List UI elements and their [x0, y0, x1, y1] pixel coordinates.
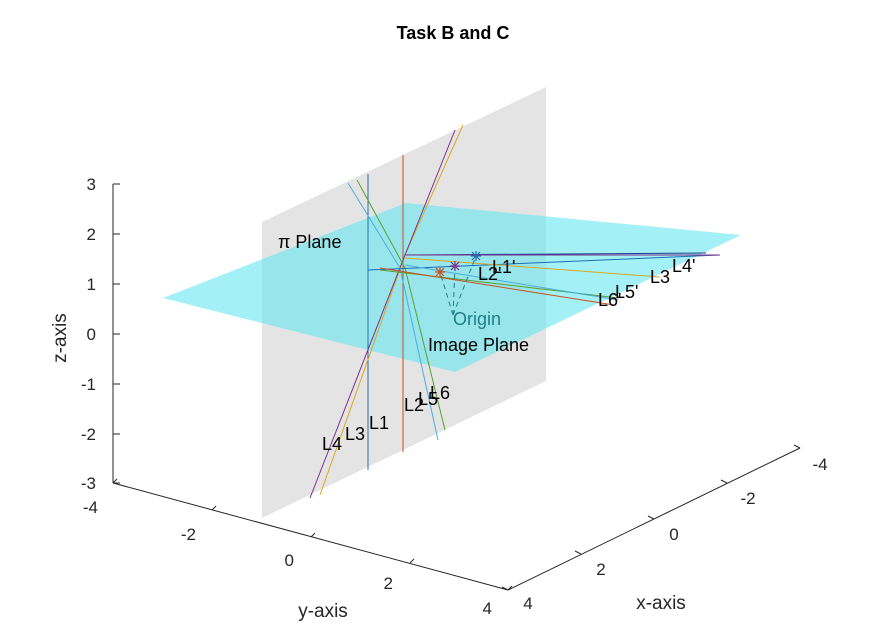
label-L5-prime: L5' [615, 282, 638, 302]
z-tick-labels: 3 2 1 0 -1 -2 -3 [81, 175, 96, 493]
marker-star [471, 251, 481, 261]
lines [309, 124, 721, 499]
x-tick-marks [501, 444, 801, 591]
dashed-ray-3 [452, 255, 477, 316]
x-tick-label: 0 [669, 525, 678, 544]
projected-labels: L1' L2' L3 L4' L5' L6' [478, 256, 695, 310]
x-axis-label: x-axis [636, 593, 686, 614]
chart-title: Task B and C [397, 23, 510, 43]
markers [435, 251, 481, 277]
label-L4: L4 [322, 434, 342, 454]
ray-L6 [379, 267, 615, 306]
y-tick-labels: -4 -2 0 2 4 [83, 498, 492, 618]
label-L2: L2 [404, 395, 424, 415]
y-axis-label: y-axis [298, 601, 348, 622]
y-tick-label: 0 [285, 551, 294, 570]
ray-L3 [404, 257, 661, 278]
z-axis-label: z-axis [50, 313, 71, 363]
marker-star [435, 267, 445, 277]
label-L6: L6 [430, 383, 450, 403]
label-L3: L3 [345, 424, 365, 444]
ray-L1 [367, 254, 721, 271]
label-L4-prime: L4' [672, 256, 695, 276]
line-labels: L1 L2 L3 L4 L5 L6 [322, 383, 450, 454]
y-tick-label: -4 [83, 498, 98, 517]
z-tick-label: 1 [87, 275, 96, 294]
x-tick-label: 4 [523, 594, 532, 613]
z-tick-label: -3 [81, 474, 96, 493]
z-tick-marks [113, 183, 120, 484]
label-L2-prime: L2' [478, 264, 501, 284]
x-tick-label: -2 [740, 489, 755, 508]
dashed-ray-2 [452, 265, 456, 316]
x-tick-label: 2 [596, 560, 605, 579]
line-L6 [347, 182, 439, 441]
y-tick-label: 4 [483, 599, 492, 618]
label-L3-prefix: L3 [650, 267, 670, 287]
label-L1-prime: L1' [492, 257, 515, 277]
image-plane-label: Image Plane [428, 335, 529, 355]
y-tick-label: 2 [384, 574, 393, 593]
z-tick-label: 0 [87, 325, 96, 344]
x-tick-labels: 4 2 0 -2 -4 [523, 455, 827, 613]
pi-plane-label: π Plane [278, 232, 341, 252]
dashed-ray-1 [439, 271, 454, 316]
z-tick-label: -1 [81, 375, 96, 394]
marker-star [450, 261, 460, 271]
label-L5: L5 [418, 389, 438, 409]
z-tick-label: 2 [87, 225, 96, 244]
pi-plane [163, 203, 741, 372]
x-tick-label: -4 [812, 455, 827, 474]
z-tick-label: 3 [87, 175, 96, 194]
y-tick-marks [112, 478, 513, 591]
origin-label: Origin [453, 309, 501, 329]
y-tick-label: -2 [181, 525, 196, 544]
z-tick-label: -2 [81, 425, 96, 444]
label-L1: L1 [369, 413, 389, 433]
label-L6-prime: L6' [598, 290, 621, 310]
y-axis-line [112, 482, 509, 591]
